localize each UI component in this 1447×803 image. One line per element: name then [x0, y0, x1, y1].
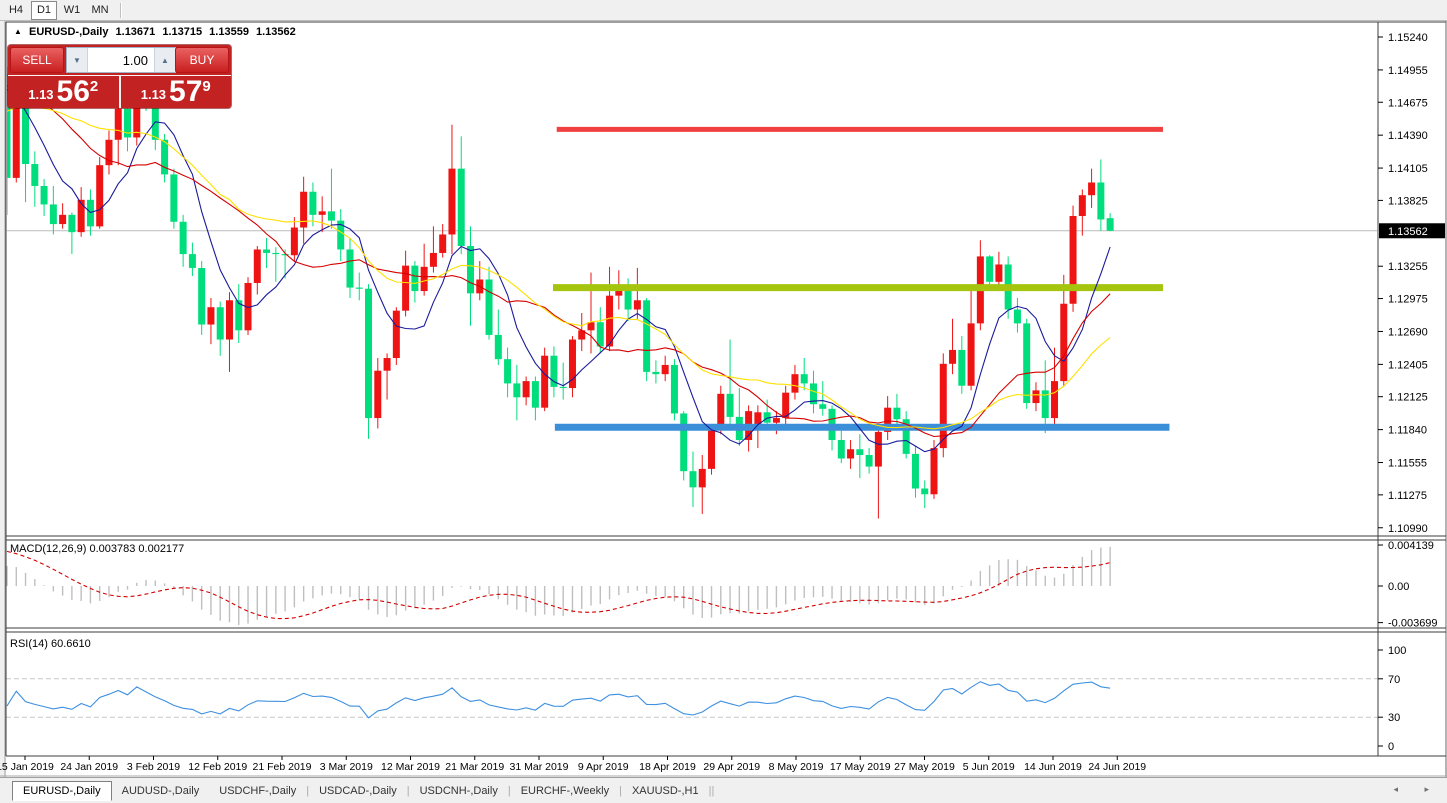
tab-audusd-daily[interactable]: AUDUSD-,Daily [121, 784, 200, 797]
tab-xauusd-h1[interactable]: XAUUSD-,H1 [631, 784, 699, 797]
svg-text:0.004139: 0.004139 [1388, 540, 1434, 552]
svg-text:17 May 2019: 17 May 2019 [830, 761, 891, 773]
svg-text:21 Feb 2019: 21 Feb 2019 [253, 761, 312, 773]
sell-button[interactable]: SELL [10, 47, 64, 73]
candlestick-series [7, 47, 1114, 519]
volume-decrease-icon[interactable]: ▼ [67, 48, 88, 72]
svg-text:18 Apr 2019: 18 Apr 2019 [639, 761, 696, 773]
svg-text:-0.003699: -0.003699 [1388, 618, 1438, 630]
svg-text:15 Jan 2019: 15 Jan 2019 [0, 761, 54, 773]
svg-text:9 Apr 2019: 9 Apr 2019 [578, 761, 629, 773]
svg-text:1.12975: 1.12975 [1388, 294, 1428, 306]
svg-text:27 May 2019: 27 May 2019 [894, 761, 955, 773]
collapse-triangle-icon[interactable]: ▲ [14, 27, 22, 36]
svg-text:1.13255: 1.13255 [1388, 261, 1428, 273]
tab-scroll-arrows-icon[interactable]: ◂ ▸ [1393, 784, 1441, 794]
trade-panel-top-row: SELL ▼ ▲ BUY [8, 45, 231, 75]
tab-usdcnh-daily[interactable]: USDCNH-,Daily [419, 784, 498, 797]
current-price-box [1379, 223, 1445, 239]
rsi-pane [6, 678, 1378, 719]
tab-divider: | [711, 784, 715, 797]
ohlc-close: 1.13562 [256, 26, 296, 38]
svg-text:0: 0 [1388, 741, 1394, 753]
svg-text:1.11840: 1.11840 [1388, 425, 1427, 437]
svg-text:24 Jan 2019: 24 Jan 2019 [60, 761, 118, 773]
ohlc-low: 1.13559 [209, 26, 249, 38]
buy-button[interactable]: BUY [175, 47, 229, 73]
svg-text:12 Feb 2019: 12 Feb 2019 [188, 761, 247, 773]
tab-eurchf-weekly[interactable]: EURCHF-,Weekly [520, 784, 610, 797]
date-axis: 15 Jan 2019 24 Jan 2019 3 Feb 2019 12 Feb 2… [0, 756, 1146, 773]
price-axis: 1.15240 1.14955 1.14675 1.14390 1.14105 1.138… [1378, 32, 1445, 535]
svg-text:3 Mar 2019: 3 Mar 2019 [320, 761, 373, 773]
tab-divider: | [507, 784, 511, 797]
toolbar-separator [120, 2, 122, 18]
svg-text:1.14105: 1.14105 [1388, 163, 1428, 175]
chart-title: ▲ EURUSD-,Daily 1.13671 1.13715 1.13559 … [14, 26, 300, 38]
svg-text:30: 30 [1388, 712, 1400, 724]
svg-text:1.14390: 1.14390 [1388, 130, 1428, 142]
svg-text:14 Jun 2019: 14 Jun 2019 [1024, 761, 1082, 773]
svg-text:12 Mar 2019: 12 Mar 2019 [381, 761, 440, 773]
svg-text:1.12125: 1.12125 [1388, 392, 1428, 404]
volume-increase-icon[interactable]: ▲ [154, 48, 175, 72]
chart-tab-bar: EURUSD-,Daily AUDUSD-,Daily USDCHF-,Daily… [0, 777, 1447, 803]
timeframe-button-d1[interactable]: D1 [31, 0, 57, 20]
tab-usdcad-daily[interactable]: USDCAD-,Daily [319, 784, 397, 797]
svg-text:70: 70 [1388, 674, 1400, 686]
svg-text:100: 100 [1388, 645, 1406, 657]
tab-divider: | [708, 784, 712, 797]
volume-stepper: ▼ ▲ [66, 47, 176, 73]
ohlc-open: 1.13671 [115, 26, 156, 38]
tab-usdchf-daily[interactable]: USDCHF-,Daily [219, 784, 297, 797]
svg-text:1.14955: 1.14955 [1388, 65, 1428, 77]
tab-divider: | [619, 784, 622, 797]
svg-text:1.12690: 1.12690 [1388, 326, 1428, 338]
svg-text:1.10990: 1.10990 [1388, 523, 1428, 535]
svg-text:1.11275: 1.11275 [1388, 490, 1427, 502]
timeframe-button-mn[interactable]: MN [91, 3, 109, 16]
svg-text:3 Feb 2019: 3 Feb 2019 [127, 761, 180, 773]
timeframe-button-h4[interactable]: H4 [8, 3, 24, 16]
ohlc-high: 1.13715 [162, 26, 203, 38]
tab-eurusd-daily[interactable]: EURUSD-,Daily [12, 781, 112, 801]
timeframe-button-w1[interactable]: W1 [63, 3, 81, 16]
chart-symbol-label: EURUSD-,Daily [28, 26, 109, 38]
svg-text:5 Jun 2019: 5 Jun 2019 [963, 761, 1015, 773]
svg-text:0.00: 0.00 [1388, 581, 1409, 593]
volume-input[interactable] [88, 48, 154, 72]
svg-text:1.15240: 1.15240 [1388, 32, 1428, 44]
svg-text:21 Mar 2019: 21 Mar 2019 [445, 761, 504, 773]
svg-text:29 Apr 2019: 29 Apr 2019 [703, 761, 760, 773]
sell-price[interactable]: 1.13 56 2 [8, 76, 121, 108]
svg-text:1.13825: 1.13825 [1388, 195, 1428, 207]
svg-text:1.13562: 1.13562 [1388, 226, 1428, 238]
macd-pane [6, 546, 1111, 626]
buy-price[interactable]: 1.13 57 9 [140, 75, 211, 108]
svg-text:1.14675: 1.14675 [1388, 97, 1428, 109]
rsi-label: RSI(14) 60.6610 [10, 638, 91, 650]
main-price-pane [7, 47, 1377, 519]
tab-divider: | [306, 784, 310, 797]
trade-panel-prices: 1.13 56 2 1.13 57 9 [8, 76, 231, 108]
one-click-trade-panel: SELL ▼ ▲ BUY 1.13 56 2 1.13 57 9 [8, 45, 231, 108]
macd-label: MACD(12,26,9) 0.003783 0.002177 [10, 543, 184, 555]
svg-text:31 Mar 2019: 31 Mar 2019 [510, 761, 569, 773]
timeframe-toolbar: H4 D1 W1 MN [0, 0, 1447, 21]
trade-panel-divider [8, 75, 231, 76]
svg-text:24 Jun 2019: 24 Jun 2019 [1088, 761, 1146, 773]
tab-divider: | [406, 784, 410, 797]
svg-text:8 May 2019: 8 May 2019 [769, 761, 824, 773]
svg-text:1.11555: 1.11555 [1388, 458, 1427, 470]
svg-text:1.12405: 1.12405 [1388, 359, 1428, 371]
